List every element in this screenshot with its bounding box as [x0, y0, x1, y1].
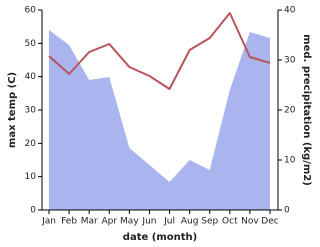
line — [48, 12, 271, 90]
y-tick-label: 50 — [25, 39, 37, 49]
y-tick-label: 60 — [25, 6, 37, 16]
x-tick-label: Dec — [261, 217, 278, 227]
y-tick-label: 40 — [25, 72, 37, 82]
y2-tick-label: 0 — [284, 206, 290, 216]
x-axis-title: date (month) — [123, 232, 197, 243]
x-tick-label: Mar — [81, 217, 98, 227]
y2-tick-label: 30 — [284, 56, 296, 66]
x-tick-label: Sep — [201, 217, 218, 227]
x-tick-label: Nov — [241, 217, 259, 227]
y-tick-label: 20 — [25, 139, 37, 149]
x-tick-label: Jun — [141, 217, 156, 227]
y2-tick-label: 10 — [284, 156, 296, 166]
x-tick-label: Jul — [163, 217, 175, 227]
y-tick-label: 10 — [25, 172, 37, 182]
x-tick-label: May — [120, 217, 139, 227]
y2-axis-title: med. precipitation (kg/m2) — [301, 34, 312, 186]
x-tick-label: Feb — [61, 217, 77, 227]
y-axis-title: max temp (C) — [7, 72, 18, 148]
x-tick-label: Apr — [101, 217, 117, 227]
x-tick-label: Aug — [181, 217, 199, 227]
y2-tick-label: 40 — [284, 6, 296, 16]
y2-tick-label: 20 — [284, 106, 296, 116]
y-tick-label: 30 — [25, 106, 37, 116]
x-tick-label: Oct — [222, 217, 238, 227]
x-tick-label: Jan — [41, 217, 56, 227]
area — [49, 30, 270, 210]
y-tick-label: 0 — [30, 206, 36, 216]
